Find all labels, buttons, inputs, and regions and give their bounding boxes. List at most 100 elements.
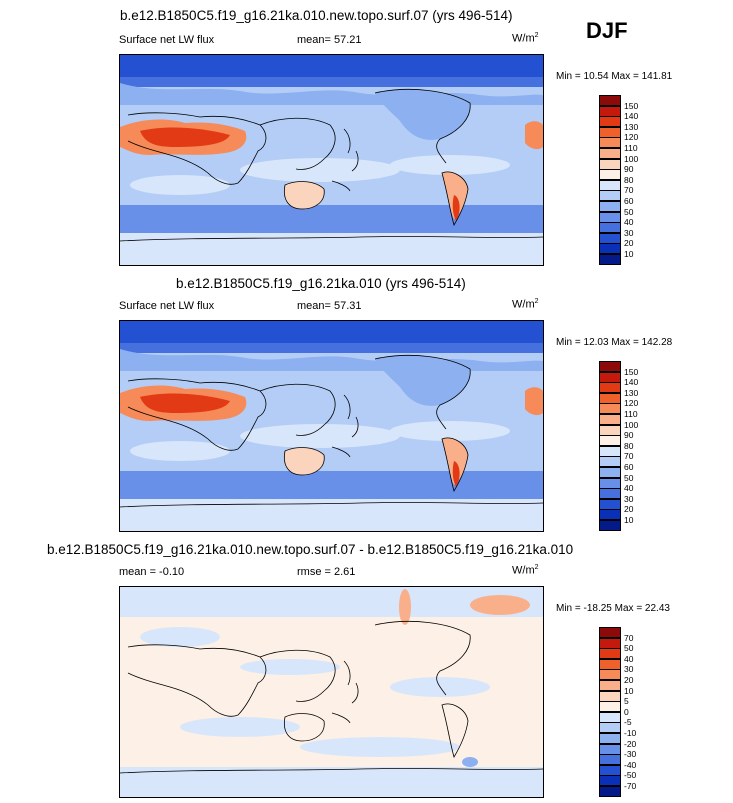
panel1-units: W/m2	[512, 32, 539, 45]
colorbar-box	[599, 764, 621, 776]
panel1-map-svg	[120, 55, 543, 265]
panel3-title: b.e12.B1850C5.f19_g16.21ka.010.new.topo.…	[47, 542, 574, 557]
colorbar-box	[599, 711, 621, 723]
colorbar-tick-label: 20	[624, 504, 634, 515]
colorbar-box	[599, 232, 621, 244]
panel2-title: b.e12.B1850C5.f19_g16.21ka.010 (yrs 496-…	[176, 276, 466, 291]
panel1-antarctica	[120, 233, 543, 265]
colorbar-box	[599, 509, 621, 521]
panel3-minmax: Min = -18.25 Max = 22.43	[556, 603, 670, 614]
colorbar-tick-label: 100	[624, 153, 639, 164]
colorbar-tick-label: 20	[624, 238, 634, 249]
panel1-southern-ocean-band	[120, 205, 543, 233]
colorbar-box	[599, 467, 621, 479]
colorbar-box	[599, 169, 621, 181]
colorbar-tick-label: 110	[624, 409, 638, 419]
colorbar-box	[599, 222, 621, 234]
colorbar-tick-label: 20	[624, 675, 634, 685]
colorbar-box	[599, 95, 621, 107]
colorbar-box	[599, 669, 621, 681]
colorbar-box	[599, 403, 621, 415]
colorbar-tick-label: 30	[624, 227, 634, 238]
colorbar-box	[599, 488, 621, 500]
colorbar-box	[599, 680, 621, 692]
colorbar-tick-label: 30	[624, 493, 634, 504]
panel1-mean-label: mean= 57.21	[297, 34, 362, 46]
colorbar-box	[599, 211, 621, 223]
panel2-minmax: Min = 12.03 Max = 142.28	[556, 337, 673, 348]
colorbar-box	[599, 775, 621, 787]
colorbar-tick-label: -10	[624, 728, 637, 738]
colorbar-tick-label: 80	[624, 440, 634, 451]
colorbar-box	[599, 361, 621, 373]
panel3-colorbar: 70 50 40 30 20 10 5 0 -5 -10 -20 -30 -40 -50 -70	[599, 627, 659, 798]
colorbar-box	[599, 254, 621, 266]
colorbar-tick-label: 120	[624, 132, 639, 143]
colorbar-tick-label: 60	[624, 196, 634, 206]
colorbar-tick-label: 130	[624, 121, 639, 132]
panel1-minmax: Min = 10.54 Max = 141.81	[556, 71, 673, 82]
colorbar-box	[599, 445, 621, 457]
season-label: DJF	[586, 18, 628, 43]
panel2-map-svg	[120, 321, 543, 531]
colorbar-tick-label: 50	[624, 206, 634, 217]
colorbar-tick-label: 120	[624, 398, 639, 409]
panel1-title: b.e12.B1850C5.f19_g16.21ka.010.new.topo.…	[120, 8, 513, 23]
colorbar-tick-label: 0	[624, 706, 629, 717]
colorbar-box	[599, 179, 621, 191]
colorbar-tick-label: -5	[624, 717, 632, 728]
panel2-colorbar: 150 140 130 120 110 100 90 80 70 60 50 40 30 20 10	[599, 361, 659, 532]
panel3-units: W/m2	[512, 564, 539, 577]
colorbar-box	[599, 456, 621, 468]
colorbar-box	[599, 126, 621, 138]
colorbar-tick-label: 70	[624, 185, 634, 196]
colorbar-box	[599, 201, 621, 213]
colorbar-box	[599, 392, 621, 404]
colorbar-box	[599, 116, 621, 128]
colorbar-tick-label: 30	[624, 664, 634, 675]
panel1-colorbar: 150 140 130 120 110 100 90 80 70 60 50 40 30 20 10	[599, 95, 659, 266]
colorbar-tick-label: 50	[624, 472, 634, 483]
colorbar-tick-label: 90	[624, 430, 634, 441]
colorbar-box	[599, 424, 621, 436]
colorbar-box	[599, 690, 621, 702]
colorbar-box	[599, 148, 621, 160]
colorbar-box	[599, 158, 621, 170]
colorbar-tick-label: 70	[624, 632, 634, 643]
colorbar-tick-label: 10	[624, 249, 634, 259]
colorbar-tick-label: 140	[624, 377, 639, 388]
colorbar-tick-label: 10	[624, 515, 634, 525]
colorbar-tick-label: 140	[624, 111, 639, 122]
panel2-variable-label: Surface net LW flux	[119, 300, 215, 312]
colorbar-tick-label: 40	[624, 217, 634, 228]
colorbar-box	[599, 190, 621, 202]
colorbar-tick-label: 5	[624, 696, 629, 707]
colorbar-tick-label: 10	[624, 685, 634, 696]
panel3-rmse-label: rmse = 2.61	[297, 566, 356, 578]
panel3-mean-label: mean = -0.10	[119, 566, 185, 578]
panel1-australia	[284, 181, 325, 209]
colorbar-tick-label: 150	[624, 366, 639, 377]
panel2-map	[119, 320, 544, 532]
colorbar-box	[599, 637, 621, 649]
colorbar-tick-label: 50	[624, 643, 634, 654]
panel1-arctic-band	[120, 55, 543, 77]
colorbar-box	[599, 477, 621, 489]
colorbar-box	[599, 371, 621, 383]
colorbar-box	[599, 733, 621, 745]
colorbar-box	[599, 722, 621, 734]
colorbar-box	[599, 243, 621, 255]
colorbar-box	[599, 743, 621, 755]
colorbar-box	[599, 627, 621, 639]
colorbar-box	[599, 137, 621, 149]
colorbar-tick-label: -20	[624, 738, 637, 749]
panel1-variable-label: Surface net LW flux	[119, 34, 215, 46]
colorbar-box	[599, 414, 621, 426]
colorbar-tick-label: 110	[624, 143, 638, 153]
colorbar-tick-label: 130	[624, 387, 639, 398]
colorbar-box	[599, 105, 621, 117]
colorbar-box	[599, 701, 621, 713]
colorbar-tick-label: 40	[624, 653, 634, 664]
colorbar-tick-label: -40	[624, 759, 637, 770]
colorbar-tick-label: 90	[624, 164, 634, 175]
